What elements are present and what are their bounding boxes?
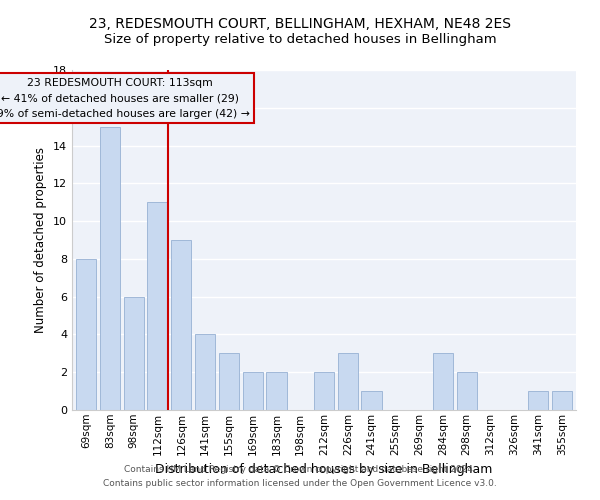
Bar [266, 372, 287, 410]
X-axis label: Distribution of detached houses by size in Bellingham: Distribution of detached houses by size … [155, 463, 493, 476]
Text: Size of property relative to detached houses in Bellingham: Size of property relative to detached ho… [104, 32, 496, 46]
Bar [551, 391, 572, 410]
Bar [314, 372, 334, 410]
Text: 23, REDESMOUTH COURT, BELLINGHAM, HEXHAM, NE48 2ES: 23, REDESMOUTH COURT, BELLINGHAM, HEXHAM… [89, 18, 511, 32]
Bar [242, 372, 263, 410]
Bar [148, 202, 167, 410]
Text: 23 REDESMOUTH COURT: 113sqm
← 41% of detached houses are smaller (29)
59% of sem: 23 REDESMOUTH COURT: 113sqm ← 41% of det… [0, 78, 250, 119]
Bar [171, 240, 191, 410]
Bar [100, 126, 120, 410]
Bar [124, 296, 144, 410]
Bar [76, 259, 97, 410]
Bar [528, 391, 548, 410]
Y-axis label: Number of detached properties: Number of detached properties [34, 147, 47, 333]
Bar [219, 354, 239, 410]
Bar [361, 391, 382, 410]
Text: Contains HM Land Registry data © Crown copyright and database right 2024.
Contai: Contains HM Land Registry data © Crown c… [103, 466, 497, 487]
Bar [433, 354, 453, 410]
Bar [195, 334, 215, 410]
Bar [457, 372, 477, 410]
Bar [338, 354, 358, 410]
